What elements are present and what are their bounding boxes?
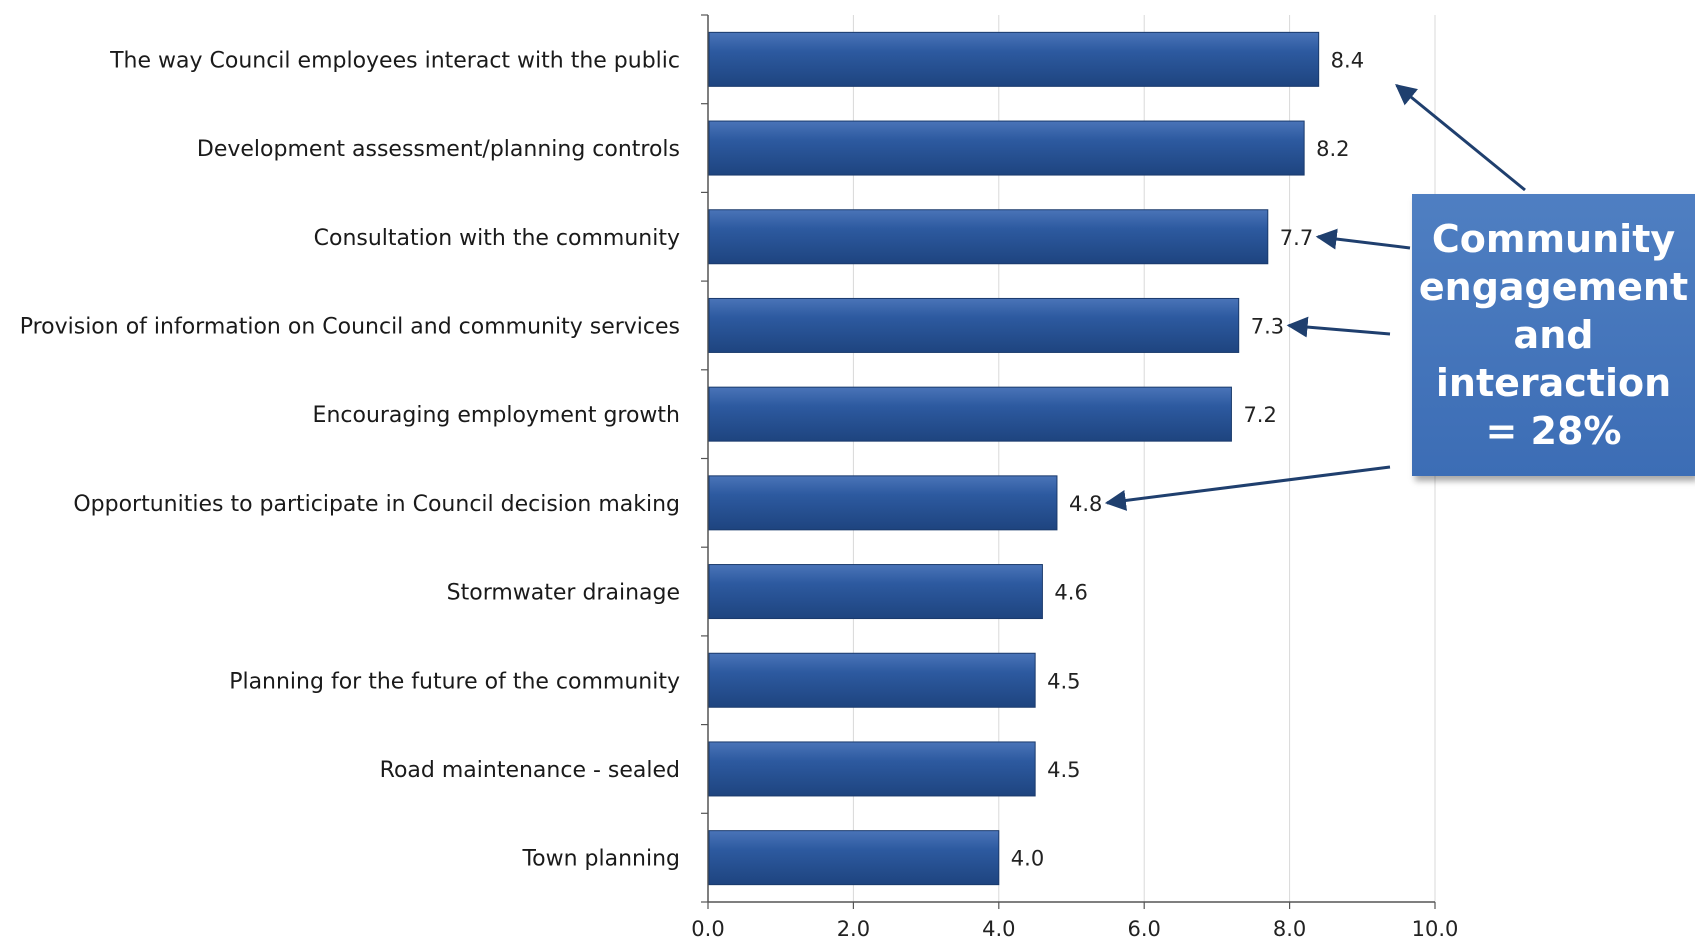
bar [708,297,1240,353]
x-tick-label: 0.0 [691,917,724,941]
category-label: Development assessment/planning controls [197,137,680,162]
bar [708,830,1000,886]
x-tick-label: 6.0 [1127,917,1160,941]
bar [708,120,1305,176]
bar [708,475,1058,531]
value-label: 4.0 [1011,847,1044,871]
annotation-callout: Community engagement and interaction = 2… [1412,194,1695,476]
x-tick-label: 2.0 [837,917,870,941]
value-label: 7.3 [1251,314,1284,338]
bar [708,31,1320,87]
callout-arrow [1104,465,1391,511]
value-label: 7.2 [1243,403,1276,427]
category-label: Planning for the future of the community [229,669,680,694]
bar [708,741,1036,797]
annotation-text: Community engagement and interaction = 2… [1418,217,1689,453]
value-label: 4.5 [1047,758,1080,782]
bar [708,386,1232,442]
callout-arrow [1315,228,1411,250]
category-label: Town planning [521,847,680,872]
value-label: 4.5 [1047,669,1080,693]
x-tick-label: 8.0 [1273,917,1306,941]
category-label: Opportunities to participate in Council … [73,492,680,517]
bar [708,564,1043,620]
bar [708,209,1269,265]
value-label: 4.6 [1054,581,1087,605]
value-label: 7.7 [1280,226,1313,250]
axes [701,14,1436,909]
category-label: Road maintenance - sealed [380,758,680,783]
category-label: Consultation with the community [314,226,680,251]
category-label: The way Council employees interact with … [109,48,680,73]
category-label: Provision of information on Council and … [20,314,680,339]
value-label: 4.8 [1069,492,1102,516]
callout-arrow [1286,316,1391,338]
callout-arrows [1104,84,1526,511]
callout-arrow [1395,84,1526,192]
bars [708,31,1320,886]
bar [708,652,1036,708]
category-label: Encouraging employment growth [313,403,680,428]
x-tick-label: 4.0 [982,917,1015,941]
category-label: Stormwater drainage [447,581,680,606]
value-label: 8.4 [1331,48,1364,72]
x-tick-label: 10.0 [1412,917,1459,941]
value-label: 8.2 [1316,137,1349,161]
labels: 0.0 2.0 4.0 6.0 8.0 10.0 The way Council emplo… [20,48,1459,941]
